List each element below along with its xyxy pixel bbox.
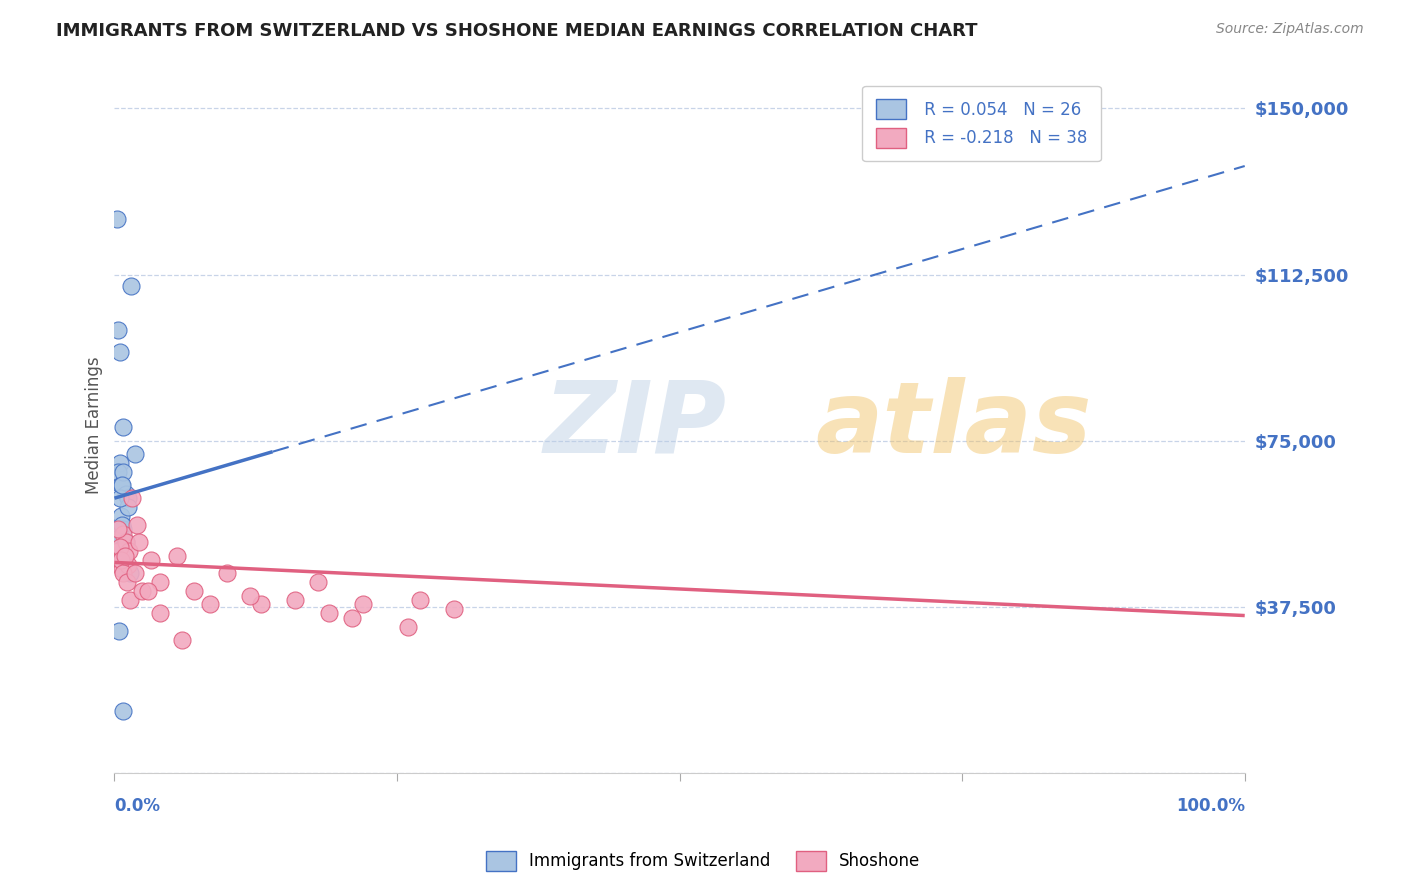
Point bbox=[284, 593, 307, 607]
Point bbox=[443, 602, 465, 616]
Point bbox=[396, 619, 419, 633]
Point bbox=[112, 420, 135, 434]
Point bbox=[239, 589, 262, 603]
Point bbox=[112, 522, 135, 536]
Point bbox=[108, 531, 131, 545]
Point bbox=[107, 544, 129, 558]
Point bbox=[117, 491, 139, 506]
Y-axis label: Median Earnings: Median Earnings bbox=[86, 356, 103, 494]
Text: 0.0%: 0.0% bbox=[114, 797, 160, 815]
Point bbox=[200, 598, 222, 612]
Point bbox=[107, 323, 129, 337]
Point bbox=[136, 584, 159, 599]
Point bbox=[107, 544, 129, 558]
Point bbox=[112, 526, 135, 541]
Legend: Immigrants from Switzerland, Shoshone: Immigrants from Switzerland, Shoshone bbox=[478, 842, 928, 880]
Point bbox=[108, 456, 131, 470]
Point bbox=[131, 584, 153, 599]
Point bbox=[124, 566, 146, 581]
Point bbox=[108, 624, 131, 638]
Text: atlas: atlas bbox=[815, 376, 1091, 474]
Point bbox=[111, 562, 134, 576]
Point bbox=[120, 566, 142, 581]
Point bbox=[108, 345, 131, 359]
Point bbox=[114, 487, 136, 501]
Point bbox=[117, 500, 139, 514]
Point bbox=[250, 598, 273, 612]
Point bbox=[121, 491, 143, 506]
Point bbox=[114, 535, 136, 549]
Point bbox=[217, 566, 239, 581]
Point bbox=[128, 535, 150, 549]
Point bbox=[352, 598, 374, 612]
Point bbox=[114, 549, 136, 563]
Point bbox=[115, 575, 138, 590]
Point bbox=[307, 575, 329, 590]
Point bbox=[340, 611, 363, 625]
Point bbox=[112, 465, 135, 479]
Point bbox=[111, 478, 134, 492]
Point bbox=[110, 544, 132, 558]
Legend:  R = 0.054   N = 26,  R = -0.218   N = 38: R = 0.054 N = 26, R = -0.218 N = 38 bbox=[862, 86, 1101, 161]
Point bbox=[112, 704, 135, 718]
Point bbox=[139, 553, 162, 567]
Point bbox=[105, 212, 128, 227]
Point bbox=[107, 522, 129, 536]
Point bbox=[110, 553, 132, 567]
Point bbox=[108, 553, 131, 567]
Point bbox=[111, 517, 134, 532]
Point bbox=[110, 478, 132, 492]
Point bbox=[118, 544, 141, 558]
Text: ZIP: ZIP bbox=[544, 376, 727, 474]
Point bbox=[114, 558, 136, 572]
Point bbox=[120, 593, 142, 607]
Point bbox=[110, 508, 132, 523]
Point bbox=[125, 517, 148, 532]
Text: Source: ZipAtlas.com: Source: ZipAtlas.com bbox=[1216, 22, 1364, 37]
Point bbox=[107, 465, 129, 479]
Point bbox=[124, 447, 146, 461]
Point bbox=[112, 566, 135, 581]
Point bbox=[117, 558, 139, 572]
Point bbox=[120, 278, 142, 293]
Point bbox=[149, 575, 172, 590]
Text: 100.0%: 100.0% bbox=[1175, 797, 1244, 815]
Point bbox=[114, 535, 136, 549]
Point bbox=[149, 607, 172, 621]
Point bbox=[108, 491, 131, 506]
Point bbox=[166, 549, 188, 563]
Text: IMMIGRANTS FROM SWITZERLAND VS SHOSHONE MEDIAN EARNINGS CORRELATION CHART: IMMIGRANTS FROM SWITZERLAND VS SHOSHONE … bbox=[56, 22, 977, 40]
Point bbox=[408, 593, 430, 607]
Point bbox=[108, 540, 131, 554]
Point bbox=[318, 607, 340, 621]
Point bbox=[183, 584, 205, 599]
Point bbox=[172, 632, 194, 647]
